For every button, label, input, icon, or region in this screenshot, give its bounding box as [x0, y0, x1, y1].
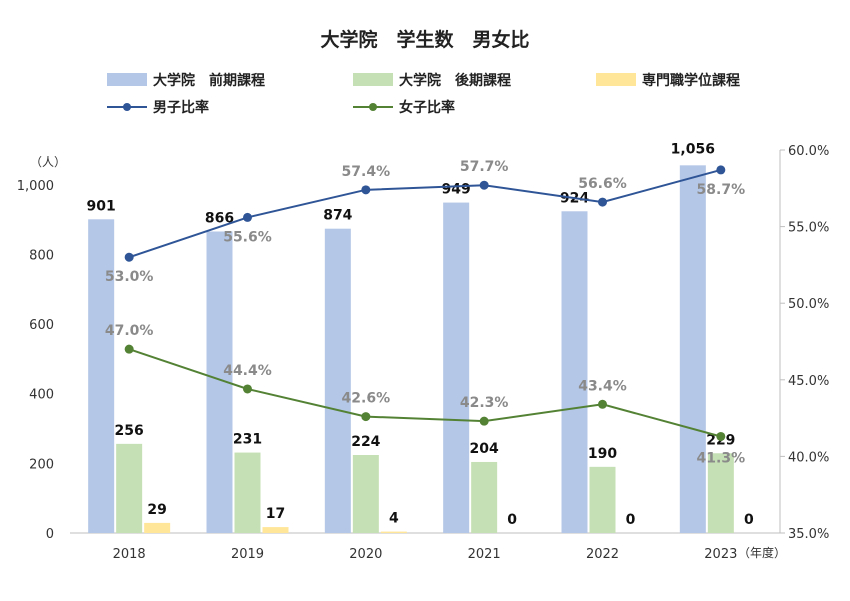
bar-doctoral — [589, 466, 616, 533]
female-ratio-label: 47.0% — [105, 323, 154, 339]
chart-title: 大学院 学生数 男女比 — [320, 28, 529, 51]
x-tick-label: 2023 — [704, 547, 737, 562]
bar-professional-label: 4 — [389, 511, 399, 527]
bar-master-label: 1,056 — [671, 141, 715, 157]
y2-tick-label: 45.0% — [788, 374, 829, 389]
point-female — [243, 384, 252, 394]
legend-marker-male — [123, 103, 131, 111]
bar-master-label: 866 — [205, 210, 234, 226]
bar-doctoral-label: 204 — [470, 441, 499, 457]
female-ratio-label: 42.3% — [460, 395, 509, 411]
y2-tick-label: 55.0% — [788, 221, 829, 236]
y-axis-unit: （人） — [30, 155, 66, 169]
bar-doctoral — [116, 443, 143, 533]
point-male — [479, 180, 489, 190]
legend-label-master: 大学院 前期課程 — [153, 72, 265, 89]
y-tick-label: 1,000 — [17, 179, 54, 194]
bar-master — [324, 228, 351, 533]
bar-master-label: 901 — [87, 198, 116, 214]
female-ratio-label: 44.4% — [223, 363, 272, 379]
male-ratio-label: 58.7% — [697, 182, 746, 198]
bar-professional-label: 17 — [266, 506, 285, 522]
point-male — [243, 212, 252, 222]
bar-professional-label: 29 — [147, 502, 166, 518]
legend-label-male: 男子比率 — [153, 99, 209, 116]
bar-doctoral — [352, 455, 379, 533]
bar-doctoral-label: 190 — [588, 446, 617, 462]
y-tick-label: 200 — [29, 457, 54, 472]
plot-area: 02004006008001,00035.0%40.0%45.0%50.0%55… — [17, 141, 830, 562]
bar-professional-label: 0 — [626, 512, 636, 528]
bar-master-label: 874 — [323, 208, 352, 224]
bar-master — [443, 202, 470, 534]
male-ratio-label: 56.6% — [578, 176, 627, 192]
legend-label-professional: 専門職学位課程 — [642, 72, 740, 89]
y-tick-label: 600 — [29, 318, 54, 333]
point-male — [716, 165, 726, 175]
bar-doctoral-label: 224 — [351, 434, 380, 450]
point-male — [124, 252, 134, 262]
x-tick-label: 2018 — [113, 547, 146, 562]
legend: 大学院 前期課程 大学院 後期課程 専門職学位課程 男子比率 女子比率 — [107, 72, 740, 116]
bar-professional — [144, 522, 171, 533]
male-ratio-label: 57.4% — [342, 164, 391, 180]
male-ratio-label: 55.6% — [223, 229, 272, 245]
bar-master — [561, 211, 588, 533]
bar-doctoral — [471, 461, 498, 533]
x-tick-label: 2021 — [468, 547, 501, 562]
bar-master-label: 949 — [442, 182, 471, 198]
female-ratio-label: 41.3% — [697, 450, 746, 466]
y2-tick-label: 60.0% — [788, 144, 829, 159]
bar-professional-label: 0 — [507, 512, 517, 528]
y-tick-label: 400 — [29, 388, 54, 403]
x-tick-label: 2020 — [349, 547, 382, 562]
bar-professional — [380, 531, 407, 533]
y-tick-label: 800 — [29, 248, 54, 263]
x-tick-label: 2022 — [586, 547, 619, 562]
legend-label-doctoral: 大学院 後期課程 — [399, 72, 511, 89]
legend-swatch-doctoral — [353, 73, 393, 86]
male-ratio-label: 57.7% — [460, 159, 509, 175]
bar-master — [88, 219, 115, 533]
bar-professional — [262, 527, 289, 533]
bar-doctoral — [707, 453, 734, 533]
point-female — [479, 416, 489, 426]
y2-tick-label: 35.0% — [788, 527, 829, 542]
point-female — [361, 412, 371, 422]
point-female — [598, 399, 607, 409]
legend-label-female: 女子比率 — [399, 99, 455, 116]
point-female — [716, 431, 726, 441]
point-female — [124, 344, 134, 354]
bar-professional-label: 0 — [744, 512, 754, 528]
legend-marker-female — [369, 103, 377, 111]
legend-swatch-professional — [596, 73, 636, 86]
bar-doctoral-label: 256 — [115, 423, 144, 439]
line-female — [128, 348, 722, 438]
y2-tick-label: 40.0% — [788, 450, 829, 465]
y-tick-label: 0 — [46, 527, 54, 542]
legend-swatch-master — [107, 73, 147, 86]
bar-doctoral — [234, 452, 261, 533]
point-male — [361, 185, 371, 195]
line-male — [128, 168, 722, 259]
point-male — [598, 197, 607, 207]
bar-master — [679, 165, 706, 533]
female-ratio-label: 42.6% — [342, 391, 391, 407]
male-ratio-label: 53.0% — [105, 269, 154, 285]
y2-tick-label: 50.0% — [788, 297, 829, 312]
x-axis-unit: （年度） — [738, 545, 786, 560]
x-tick-label: 2019 — [231, 547, 264, 562]
female-ratio-label: 43.4% — [578, 378, 627, 394]
bar-doctoral-label: 231 — [233, 432, 262, 448]
